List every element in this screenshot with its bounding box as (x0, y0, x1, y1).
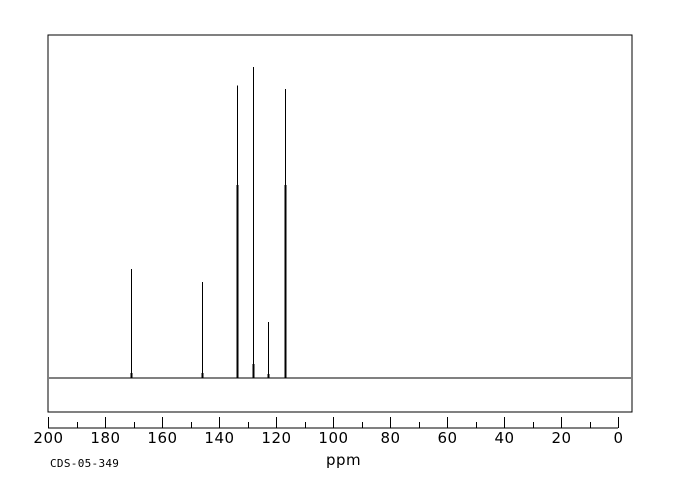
x-axis-tick-label: 40 (494, 429, 514, 447)
x-axis-title: ppm (326, 451, 362, 469)
x-axis-tick-label: 0 (613, 429, 623, 447)
x-axis-tick-label: 60 (437, 429, 457, 447)
plot-frame (47, 34, 633, 413)
x-axis-tick-label: 100 (318, 429, 348, 447)
x-axis-tick-label: 180 (90, 429, 120, 447)
x-axis-tick-label: 200 (33, 429, 63, 447)
x-axis-tick-label: 160 (147, 429, 177, 447)
x-axis-tick-label: 20 (551, 429, 571, 447)
x-axis-tick-label: 80 (380, 429, 400, 447)
sample-id-label: CDS-05-349 (50, 457, 120, 470)
x-axis-tick-label: 120 (261, 429, 291, 447)
x-axis-tick-label: 140 (204, 429, 234, 447)
